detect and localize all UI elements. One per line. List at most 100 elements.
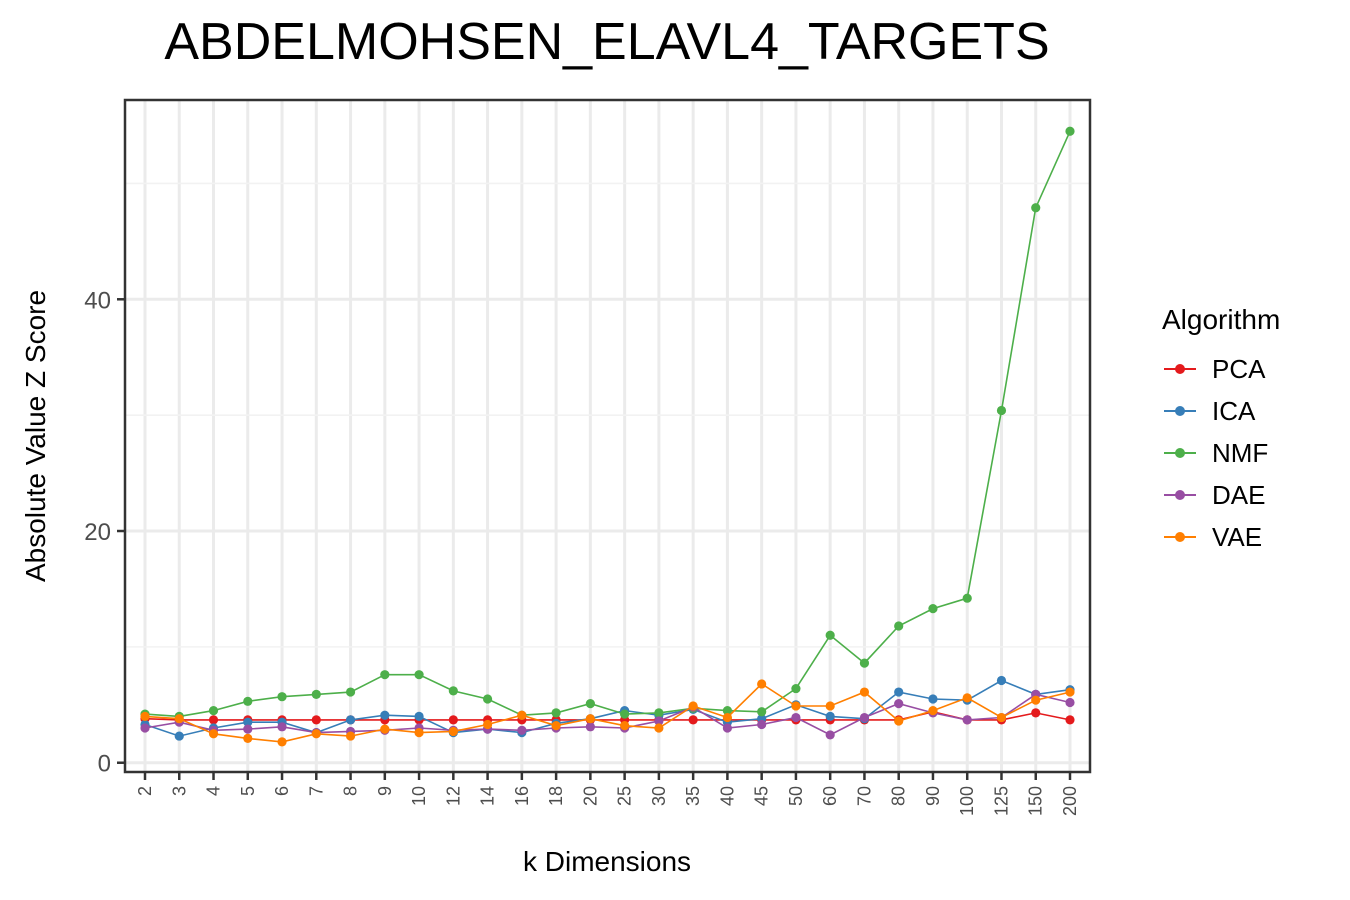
x-tick-label: 70 [854, 786, 874, 806]
chart-title: ABDELMOHSEN_ELAVL4_TARGETS [164, 13, 1050, 71]
data-point-dae [722, 723, 733, 733]
data-point-vae [208, 729, 219, 739]
data-point-nmf [1065, 126, 1075, 136]
y-tick-label: 40 [84, 287, 111, 314]
data-point-nmf [277, 692, 287, 702]
data-point-vae [174, 714, 184, 724]
x-tick-label: 9 [375, 786, 395, 796]
x-tick-label: 2 [135, 786, 155, 796]
x-tick-label: 18 [546, 786, 566, 806]
data-point-vae [757, 679, 767, 689]
x-tick-label: 20 [580, 786, 600, 806]
data-point-ica [928, 694, 938, 704]
data-point-dae [894, 699, 904, 709]
legend-key-dot [1175, 364, 1185, 374]
data-point-ica [380, 710, 390, 720]
data-point-vae [894, 716, 904, 726]
data-point-pca [311, 715, 321, 725]
series-line-vae [144, 682, 1071, 743]
x-tick-label: 16 [512, 786, 532, 806]
data-point-vae [996, 712, 1007, 723]
x-tick-label: 35 [683, 786, 703, 806]
data-point-vae [1065, 687, 1075, 697]
x-tick-label: 100 [957, 786, 977, 816]
series-line-dae [144, 693, 1071, 736]
data-point-vae [243, 733, 253, 744]
x-tick-label: 7 [306, 786, 326, 796]
data-point-vae [482, 719, 493, 730]
data-point-dae [517, 725, 527, 735]
data-point-nmf [448, 686, 458, 696]
data-point-vae [277, 737, 287, 747]
legend-key-dot [1175, 532, 1185, 542]
legend-label: DAE [1212, 479, 1266, 510]
data-point-ica [345, 715, 356, 725]
data-point-pca [1065, 715, 1075, 725]
data-point-nmf [311, 689, 321, 699]
data-point-nmf [243, 696, 253, 706]
y-tick-label: 0 [98, 751, 111, 778]
data-point-vae [962, 693, 972, 703]
data-point-ica [825, 711, 835, 721]
x-tick-label: 200 [1060, 786, 1080, 816]
series-nmf [140, 126, 1075, 721]
data-point-nmf [791, 683, 801, 694]
data-point-nmf [654, 708, 664, 718]
data-point-pca [208, 715, 219, 725]
data-point-dae [585, 722, 595, 732]
x-tick-label: 45 [752, 786, 772, 806]
x-tick-label: 30 [649, 786, 669, 806]
data-point-vae [311, 729, 321, 739]
data-point-nmf [928, 604, 938, 614]
data-point-ica [894, 687, 904, 697]
data-point-vae [859, 687, 870, 697]
data-point-vae [551, 721, 561, 731]
y-tick-label: 20 [84, 519, 111, 546]
data-point-dae [825, 730, 835, 740]
data-point-pca [448, 715, 458, 725]
x-tick-label: 8 [341, 786, 361, 796]
data-point-vae [928, 705, 938, 716]
series-line-nmf [144, 130, 1071, 718]
x-tick-label: 40 [717, 786, 737, 806]
data-point-nmf [722, 705, 733, 716]
x-tick-label: 50 [786, 786, 806, 806]
data-point-vae [517, 710, 527, 720]
data-point-dae [791, 712, 801, 723]
data-point-nmf [996, 405, 1007, 416]
data-point-dae [277, 722, 287, 732]
data-point-nmf [585, 699, 595, 709]
data-point-pca [688, 715, 698, 725]
legend-key-vae [1162, 527, 1198, 547]
legend-key-dae [1162, 485, 1198, 505]
data-point-vae [722, 712, 733, 723]
x-tick-label: 125 [991, 786, 1011, 816]
x-tick-label: 6 [272, 786, 292, 796]
data-point-nmf [825, 630, 835, 640]
data-point-dae [654, 716, 664, 726]
data-point-ica [174, 731, 184, 741]
x-tick-label: 4 [204, 786, 224, 796]
legend-key-nmf [1162, 443, 1198, 463]
x-tick-label: 150 [1026, 786, 1046, 816]
data-point-ica [414, 711, 424, 721]
x-tick-label: 80 [889, 786, 909, 806]
data-point-vae [654, 723, 664, 733]
data-point-vae [688, 701, 698, 711]
data-point-nmf [345, 687, 356, 697]
data-point-vae [825, 701, 835, 711]
data-point-vae [140, 711, 150, 721]
data-point-ica [996, 675, 1007, 686]
legend-key-ica [1162, 401, 1198, 421]
legend-key-dot [1175, 448, 1185, 458]
series-layer [140, 126, 1075, 747]
data-point-nmf [859, 658, 870, 668]
legend-item-dae: DAE [1162, 474, 1280, 516]
data-point-nmf [620, 709, 630, 719]
grid-layer [125, 100, 1090, 772]
legend-item-ica: ICA [1162, 390, 1280, 432]
data-point-nmf [1031, 203, 1041, 213]
data-point-nmf [482, 694, 493, 704]
data-point-vae [380, 724, 390, 734]
